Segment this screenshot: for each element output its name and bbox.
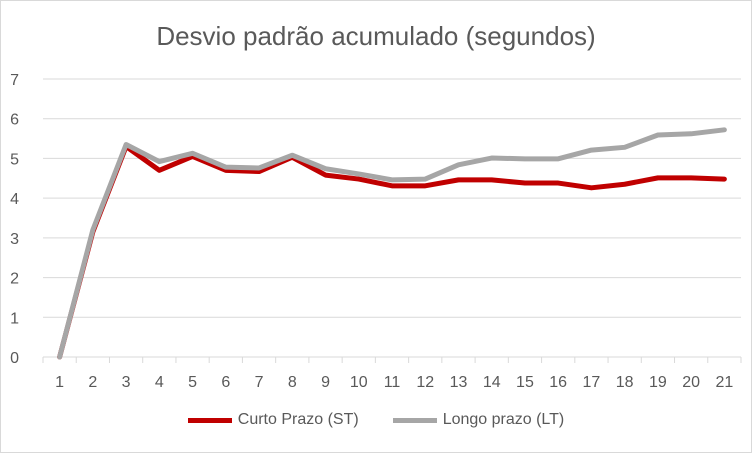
axes (42, 356, 742, 363)
x-tick-label: 15 (516, 374, 534, 391)
chart-title: Desvio padrão acumulado (segundos) (156, 21, 596, 51)
y-tick-label: 0 (10, 350, 19, 367)
y-tick-labels: 0 1 2 3 4 5 6 7 (10, 72, 19, 367)
x-tick-label: 17 (583, 374, 601, 391)
x-tick-label: 20 (682, 374, 700, 391)
y-tick-label: 4 (10, 191, 19, 208)
x-tick-label: 16 (549, 374, 567, 391)
y-tick-label: 3 (10, 231, 19, 248)
legend: Curto Prazo (ST) Longo prazo (LT) (1, 411, 751, 429)
legend-label-lt: Longo prazo (LT) (442, 411, 565, 428)
x-tick-label: 1 (55, 374, 64, 391)
legend-item-st: Curto Prazo (ST) (187, 411, 359, 429)
legend-item-lt: Longo prazo (LT) (392, 411, 565, 429)
x-tick-label: 9 (321, 374, 330, 391)
series-lines (57, 127, 727, 360)
x-tick-label: 6 (221, 374, 230, 391)
x-tick-label: 5 (188, 374, 197, 391)
x-tick-label: 8 (288, 374, 297, 391)
x-tick-label: 13 (450, 374, 468, 391)
x-tick-label: 3 (122, 374, 131, 391)
x-tick-labels: 1 2 3 4 5 6 7 8 9 10 11 12 13 14 15 16 17 18 19 20 21 (55, 374, 733, 391)
y-tick-label: 2 (10, 271, 19, 288)
y-tick-label: 1 (10, 310, 19, 327)
series-line-lt (57, 127, 727, 360)
y-tick-label: 6 (10, 112, 19, 129)
y-tick-label: 7 (10, 72, 19, 89)
x-tick-label: 12 (416, 374, 434, 391)
x-tick-label: 4 (155, 374, 164, 391)
y-tick-label: 5 (10, 151, 19, 168)
x-tick-label: 7 (255, 374, 264, 391)
legend-swatch-lt (392, 417, 437, 423)
gridlines (43, 78, 741, 318)
x-tick-label: 11 (384, 374, 401, 391)
x-tick-label: 18 (616, 374, 634, 391)
x-tick-label: 21 (715, 374, 733, 391)
x-tick-label: 14 (483, 374, 501, 391)
series-line-st (57, 144, 727, 360)
x-tick-label: 10 (350, 374, 368, 391)
legend-swatch-st (187, 417, 232, 423)
legend-label-st: Curto Prazo (ST) (237, 411, 359, 428)
x-tick-label: 19 (649, 374, 667, 391)
x-tick-label: 2 (88, 374, 97, 391)
